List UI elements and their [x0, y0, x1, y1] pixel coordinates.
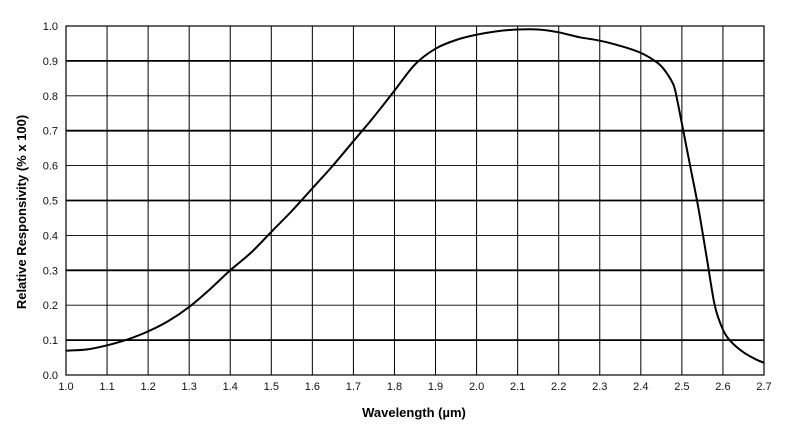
grid: [65, 25, 765, 376]
y-tick-label: 0.2: [43, 300, 58, 312]
y-tick-label: 1.0: [43, 21, 58, 33]
x-tick-label: 2.2: [551, 381, 566, 393]
x-tick-label: 2.5: [674, 381, 689, 393]
x-tick-label: 1.4: [223, 381, 238, 393]
x-tick-label: 1.8: [387, 381, 402, 393]
y-axis-title: Relative Responsivity (% x 100): [14, 115, 29, 309]
x-tick-label: 1.9: [428, 381, 443, 393]
plot-frame: [65, 25, 765, 376]
x-tick-label: 2.3: [592, 381, 607, 393]
x-tick-label: 1.0: [58, 381, 73, 393]
x-tick-label: 1.1: [99, 381, 114, 393]
y-tick-label: 0.0: [43, 370, 58, 382]
y-tick-labels: 0.0 0.1 0.2 0.3 0.4 0.5 0.6 0.7 0.8 0.9 1.0: [43, 21, 58, 382]
y-tick-label: 0.3: [43, 265, 58, 277]
y-tick-label: 0.6: [43, 161, 58, 173]
y-tick-label: 0.1: [43, 335, 58, 347]
responsivity-curve: [65, 28, 765, 364]
x-tick-label: 1.3: [182, 381, 197, 393]
y-tick-label: 0.8: [43, 91, 58, 103]
x-tick-label: 2.7: [756, 381, 771, 393]
y-tick-label: 0.7: [43, 126, 58, 138]
x-tick-label: 1.7: [346, 381, 361, 393]
plot-area: [65, 28, 765, 364]
x-tick-label: 1.6: [305, 381, 320, 393]
x-tick-label: 2.1: [510, 381, 525, 393]
x-tick-label: 2.6: [715, 381, 730, 393]
x-tick-label: 2.0: [469, 381, 484, 393]
y-tick-label: 0.4: [43, 230, 58, 242]
x-tick-label: 2.4: [633, 381, 648, 393]
y-tick-label: 0.9: [43, 56, 58, 68]
x-tick-label: 1.2: [140, 381, 155, 393]
x-tick-label: 1.5: [264, 381, 279, 393]
y-tick-label: 0.5: [43, 196, 58, 208]
x-axis-title: Wavelength (µm): [362, 405, 466, 420]
x-tick-labels: 1.0 1.1 1.2 1.3 1.4 1.5 1.6 1.7 1.8 1.9 2.0 2.1 2.2 2…: [58, 381, 771, 393]
